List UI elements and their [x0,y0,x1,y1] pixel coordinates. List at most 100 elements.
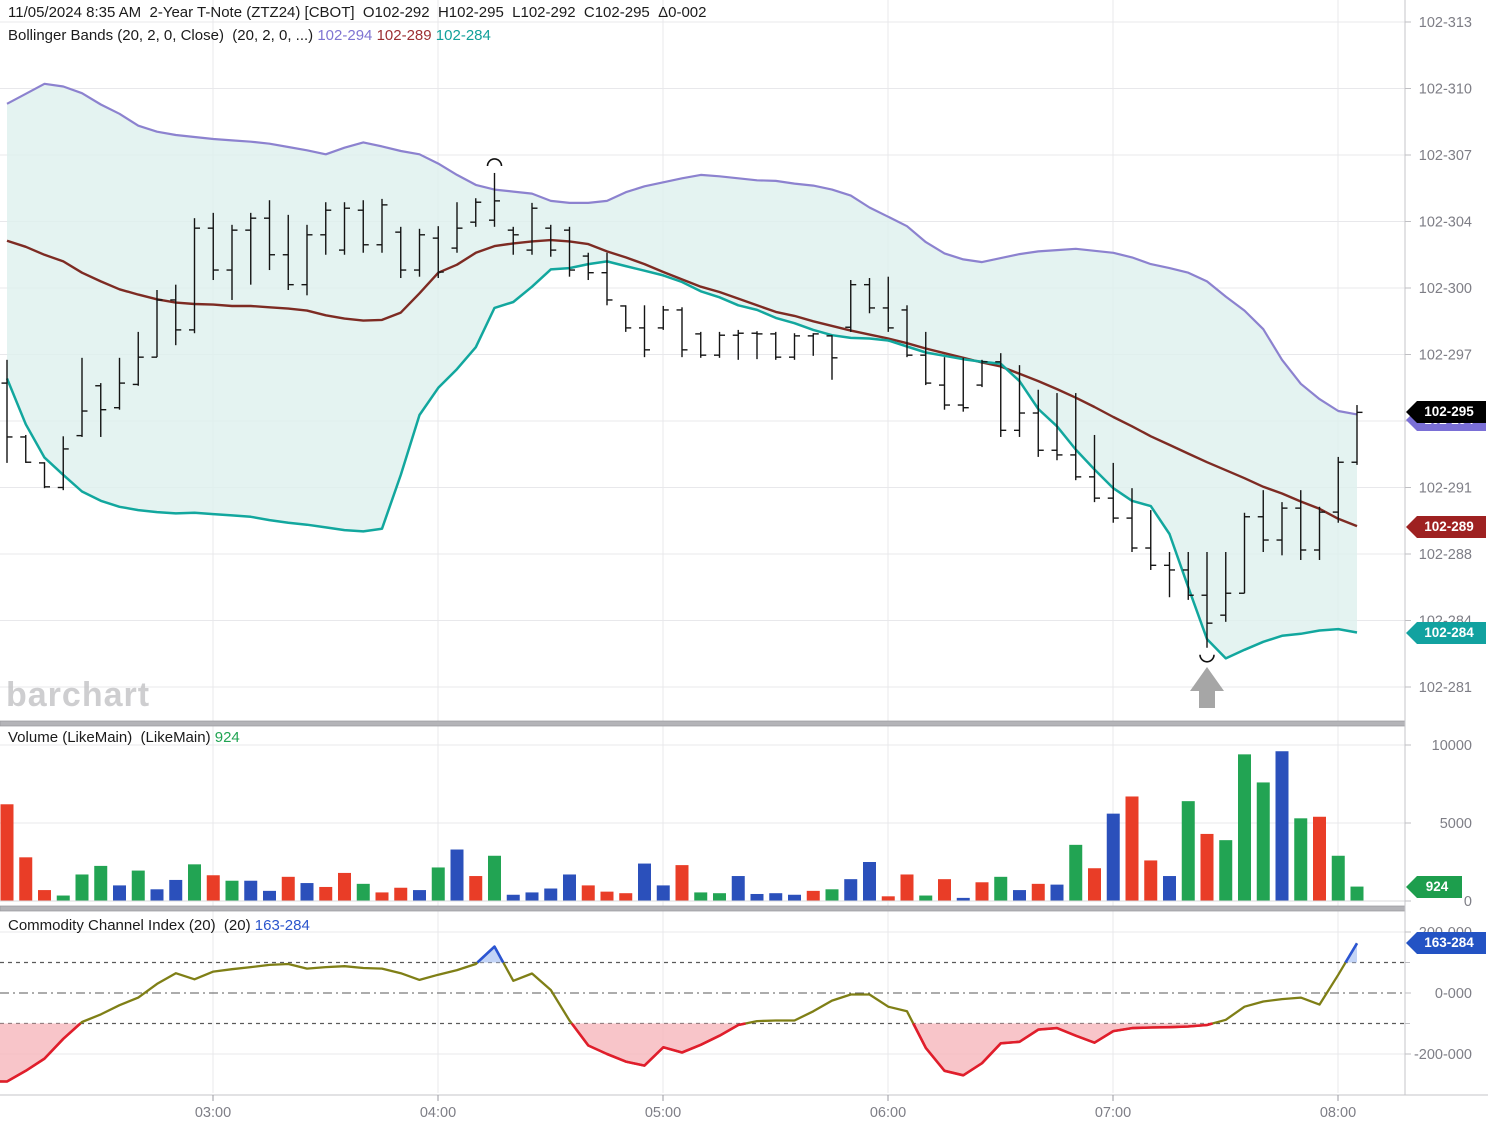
volume-badge: 924 [1406,876,1462,898]
cci-legend[interactable]: Commodity Channel Index (20) (20) 163-28… [8,917,310,934]
volume-bar [844,879,858,901]
arc-bottom-marker [1199,654,1215,663]
axis-label: 102-291 [1419,481,1472,497]
volume-bar [1031,883,1045,901]
volume-bar [94,865,108,901]
volume-bar [319,886,333,901]
volume-bar [563,874,576,901]
time-axis-label: 06:00 [870,1105,906,1121]
volume-bar [1238,754,1251,901]
volume-bar [525,892,539,901]
cci-colored-segment [1344,942,1359,964]
bollinger-upper-band-line [6,82,1358,416]
axis-label: 0 [1464,894,1472,910]
cci-colored-segment [0,1022,82,1083]
barchart-watermark-logo: barchart [6,676,151,714]
volume-bar [300,883,314,901]
cci-colored-segment [570,1022,746,1067]
volume-bar [806,890,820,901]
axis-label: 102-304 [1419,215,1472,231]
cci-oversold-fill [913,1023,1213,1076]
time-axis-label: 03:00 [195,1105,231,1121]
last-price-badge: 102-295 [1406,401,1486,423]
axis-label: -200-000 [1414,1047,1472,1063]
volume-bar [38,890,51,901]
cci-oversold-fill [0,1023,81,1082]
volume-bar [638,863,651,901]
volume-bar [619,893,633,901]
volume-bar [994,876,1008,901]
volume-bar [1313,816,1326,901]
cci-colored-segment [476,945,505,964]
volume-bar [469,876,483,901]
volume-bar [600,891,614,901]
panel-divider[interactable] [0,905,1488,912]
cci-badge: 163-284 [1406,932,1486,954]
volume-bar [900,874,914,901]
time-axis-label: 07:00 [1095,1105,1131,1121]
bollinger-legend-label: Bollinger Bands (20, 2, 0, Close) (20, 2… [8,27,318,44]
volume-bar [919,895,933,901]
volume-legend[interactable]: Volume (LikeMain) (LikeMain) 924 [8,729,240,746]
volume-bar [1050,884,1064,901]
volume-bar [506,894,520,901]
volume-bar [825,889,839,901]
volume-bar [150,889,164,901]
bb-lower-value: 102-284 [435,27,491,44]
volume-bar [19,857,33,901]
volume-bar [1331,855,1345,901]
volume-bar [713,893,726,901]
cci-pane[interactable] [0,942,1405,1083]
bollinger-legend[interactable]: Bollinger Bands (20, 2, 0, Close) (20, 2… [8,27,491,44]
time-axis[interactable]: 03:00 04:00 05:00 06:00 07:00 08:00 [0,1094,1488,1121]
volume-bar [1163,876,1176,901]
volume-bar [75,874,89,901]
volume-bar [1013,890,1026,901]
axis-label: 102-288 [1419,547,1472,563]
volume-bar [881,896,895,901]
ohlc-bars [1,172,1363,648]
cci-oversold-fill [571,1023,746,1066]
volume-value: 924 [214,729,240,746]
cci-value: 163-284 [254,917,310,934]
axis-label: 102-307 [1419,148,1472,164]
cci-legend-label: Commodity Channel Index (20) (20) [8,917,255,934]
bb-mid-price-badge: 102-289 [1406,516,1486,538]
main-price-pane[interactable] [1,82,1363,708]
arc-top-marker [486,158,503,167]
volume-bar [431,867,445,901]
volume-bar [769,893,783,901]
price-axis[interactable]: 102-313 102-310 102-307 102-304 102-300 102-2… [1404,0,1488,1095]
axis-label: 102-310 [1419,82,1472,98]
volume-bar [1125,796,1139,901]
panel-divider[interactable] [0,720,1488,727]
volume-bar [450,849,464,901]
volume-bar [1275,751,1289,901]
volume-bar [1181,801,1195,901]
bb-upper-value: 102-294 [317,27,373,44]
volume-bar [131,870,145,901]
volume-bar [750,893,764,901]
volume-bar [788,894,801,901]
axis-label: 0-000 [1435,986,1472,1002]
volume-pane[interactable] [0,751,1405,902]
time-axis-label: 05:00 [645,1105,681,1121]
volume-bar [244,880,258,901]
volume-bar [938,879,951,901]
bb-lower-price-badge: 102-284 [1406,622,1486,644]
volume-bar [225,880,239,901]
volume-bar [56,895,70,901]
axis-label: 102-300 [1419,281,1472,297]
volume-bar [375,892,389,901]
up-arrow-marker [1190,667,1224,708]
cci-overbought-fill [477,946,504,963]
volume-bar [694,892,708,901]
volume-bar [1069,844,1083,901]
volume-bar [113,885,126,901]
volume-bar [169,879,183,901]
volume-bar [675,865,689,901]
chart-title: 11/05/2024 8:35 AM 2-Year T-Note (ZTZ24)… [8,4,707,21]
volume-bar [1106,813,1120,901]
volume-bar [0,804,14,901]
